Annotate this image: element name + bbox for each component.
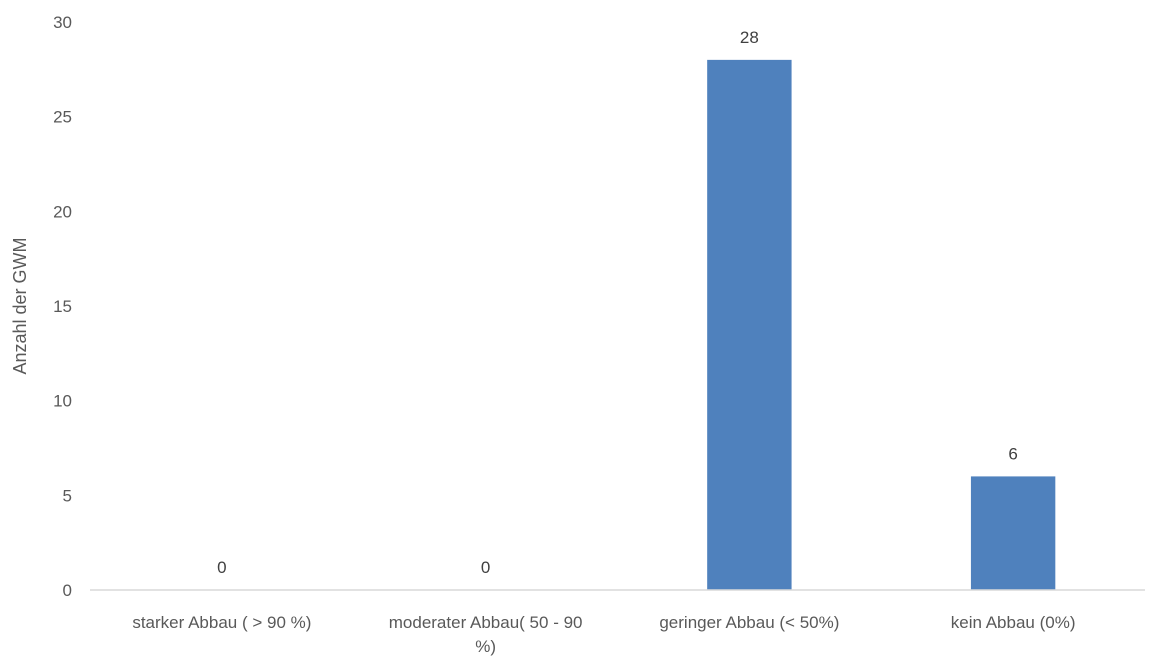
y-tick-label: 0 xyxy=(63,581,72,600)
bar xyxy=(970,476,1056,590)
x-category-label: moderater Abbau( 50 - 90 xyxy=(389,613,583,632)
y-axis-title: Anzahl der GWM xyxy=(10,237,30,374)
data-label: 6 xyxy=(1008,444,1017,463)
x-axis-category-labels: starker Abbau ( > 90 %) moderater Abbau( … xyxy=(132,613,1075,656)
data-labels: 0 0 28 6 xyxy=(217,28,1018,577)
data-label: 0 xyxy=(481,558,490,577)
y-tick-label: 10 xyxy=(53,392,72,411)
x-category-label: kein Abbau (0%) xyxy=(951,613,1076,632)
data-label: 28 xyxy=(740,28,759,47)
y-tick-label: 25 xyxy=(53,108,72,127)
data-label: 0 xyxy=(217,558,226,577)
bar xyxy=(707,59,792,591)
y-tick-label: 15 xyxy=(53,297,72,316)
y-axis-tick-labels: 0 5 10 15 20 25 30 xyxy=(53,13,72,600)
x-category-label: starker Abbau ( > 90 %) xyxy=(132,613,311,632)
x-category-label: geringer Abbau (< 50%) xyxy=(659,613,839,632)
bars xyxy=(707,59,1056,591)
y-tick-label: 20 xyxy=(53,202,72,221)
x-category-label: %) xyxy=(475,637,496,656)
y-tick-label: 5 xyxy=(63,486,72,505)
y-tick-label: 30 xyxy=(53,13,72,32)
